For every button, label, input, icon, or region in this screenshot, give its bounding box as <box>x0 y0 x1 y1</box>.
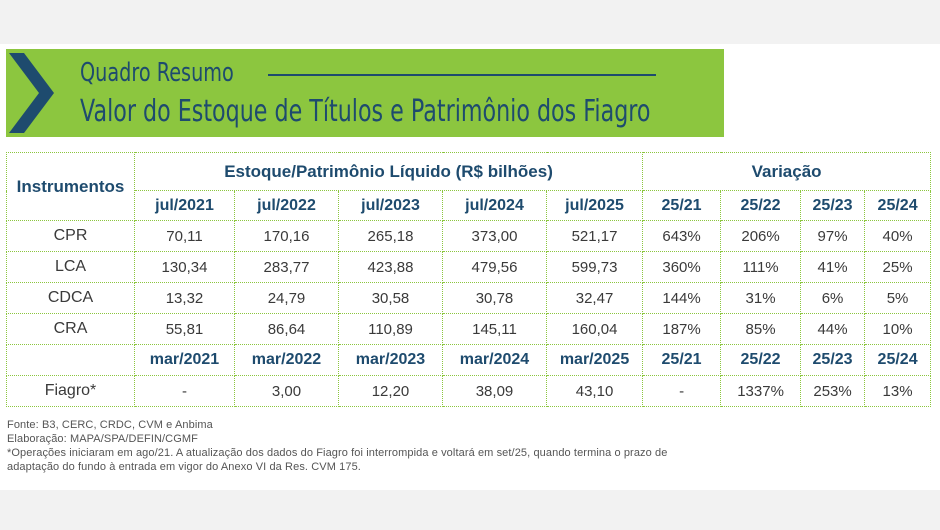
fiagro-period-header: mar/2021 <box>134 344 235 376</box>
variation-value: 40% <box>864 220 932 252</box>
stock-value: 265,18 <box>338 220 443 252</box>
variation-header: Variação <box>642 152 932 191</box>
fiagro-period-header: mar/2025 <box>545 344 644 376</box>
variation-period-header: 25/24 <box>864 190 932 221</box>
variation-period-header: 25/24 <box>864 344 932 376</box>
stock-value: 110,89 <box>338 313 443 345</box>
variation-value: 97% <box>800 220 866 252</box>
fiagro-period-header: mar/2023 <box>338 344 443 376</box>
table-row: Fiagro* - 3,00 12,20 38,09 43,10 - 1337%… <box>6 375 932 407</box>
fiagro-note: *Operações iniciaram em ago/21. A atuali… <box>7 447 668 459</box>
instruments-header: Instrumentos <box>6 152 135 221</box>
stock-value: 30,78 <box>442 282 547 314</box>
variation-value: 13% <box>864 375 932 407</box>
variation-value: 1337% <box>720 375 802 407</box>
summary-sheet: Quadro Resumo Valor do Estoque de Título… <box>0 44 940 490</box>
fiagro-period-header: mar/2022 <box>234 344 339 376</box>
variation-value: - <box>642 375 722 407</box>
fiagro-value: - <box>134 375 235 407</box>
period-header: jul/2023 <box>338 190 443 221</box>
variation-value: 360% <box>642 251 722 283</box>
variation-value: 44% <box>800 313 866 345</box>
stock-value: 521,17 <box>545 220 644 252</box>
variation-value: 5% <box>864 282 932 314</box>
stock-header: Estoque/Patrimônio Líquido (R$ bilhões) <box>133 152 644 191</box>
authorship-note: Elaboração: MAPA/SPA/DEFIN/CGMF <box>7 433 198 445</box>
stock-value: 373,00 <box>442 220 547 252</box>
variation-value: 10% <box>864 313 932 345</box>
table-row: CPR 70,11 170,16 265,18 373,00 521,17 64… <box>6 220 932 252</box>
variation-value: 144% <box>642 282 722 314</box>
table-row: CDCA 13,32 24,79 30,58 30,78 32,47 144% … <box>6 282 932 314</box>
row-label: CDCA <box>6 282 135 314</box>
variation-value: 6% <box>800 282 866 314</box>
variation-value: 206% <box>720 220 802 252</box>
variation-period-header: 25/21 <box>642 344 722 376</box>
footnotes: Fonte: B3, CERC, CRDC, CVM e Anbima Elab… <box>7 418 667 474</box>
stock-value: 24,79 <box>234 282 339 314</box>
stock-value: 55,81 <box>134 313 235 345</box>
summary-table: Instrumentos Estoque/Patrimônio Líquido … <box>6 152 932 407</box>
variation-value: 85% <box>720 313 802 345</box>
fiagro-period-header: mar/2024 <box>442 344 547 376</box>
row-label: CPR <box>6 220 135 252</box>
variation-value: 187% <box>642 313 722 345</box>
stock-value: 283,77 <box>234 251 339 283</box>
stock-value: 170,16 <box>234 220 339 252</box>
stock-value: 30,58 <box>338 282 443 314</box>
source-note: Fonte: B3, CERC, CRDC, CVM e Anbima <box>7 419 213 431</box>
arrow-icon <box>9 53 54 133</box>
variation-value: 31% <box>720 282 802 314</box>
variation-value: 253% <box>800 375 866 407</box>
row-label: Fiagro* <box>6 375 135 407</box>
fiagro-value: 43,10 <box>545 375 644 407</box>
title-rule <box>268 74 656 76</box>
table-row: LCA 130,34 283,77 423,88 479,56 599,73 3… <box>6 251 932 283</box>
period-header: jul/2021 <box>134 190 235 221</box>
table-row: CRA 55,81 86,64 110,89 145,11 160,04 187… <box>6 313 932 345</box>
row-label: CRA <box>6 313 135 345</box>
fiagro-value: 3,00 <box>234 375 339 407</box>
variation-period-header: 25/22 <box>720 344 802 376</box>
period-header: jul/2022 <box>234 190 339 221</box>
stock-value: 86,64 <box>234 313 339 345</box>
fiagro-value: 12,20 <box>338 375 443 407</box>
variation-period-header: 25/22 <box>720 190 802 221</box>
stock-value: 479,56 <box>442 251 547 283</box>
variation-period-header: 25/23 <box>800 344 866 376</box>
stock-value: 599,73 <box>545 251 644 283</box>
title-line-2: Valor do Estoque de Títulos e Patrimônio… <box>80 94 651 129</box>
title-line-1: Quadro Resumo <box>80 58 234 88</box>
variation-period-header: 25/23 <box>800 190 866 221</box>
period-header: jul/2025 <box>545 190 644 221</box>
stock-value: 130,34 <box>134 251 235 283</box>
variation-period-header: 25/21 <box>642 190 722 221</box>
fiagro-value: 38,09 <box>442 375 547 407</box>
fiagro-header-row: mar/2021 mar/2022 mar/2023 mar/2024 mar/… <box>6 344 932 376</box>
variation-value: 25% <box>864 251 932 283</box>
stock-value: 160,04 <box>545 313 644 345</box>
row-label: LCA <box>6 251 135 283</box>
title-banner: Quadro Resumo Valor do Estoque de Título… <box>6 49 724 137</box>
stock-value: 145,11 <box>442 313 547 345</box>
empty-cell <box>6 344 135 376</box>
stock-value: 32,47 <box>545 282 644 314</box>
variation-value: 41% <box>800 251 866 283</box>
fiagro-note-continued: adaptação do fundo à entrada em vigor do… <box>7 461 361 473</box>
stock-value: 70,11 <box>134 220 235 252</box>
variation-value: 111% <box>720 251 802 283</box>
variation-value: 643% <box>642 220 722 252</box>
stock-value: 423,88 <box>338 251 443 283</box>
stock-value: 13,32 <box>134 282 235 314</box>
period-header: jul/2024 <box>442 190 547 221</box>
